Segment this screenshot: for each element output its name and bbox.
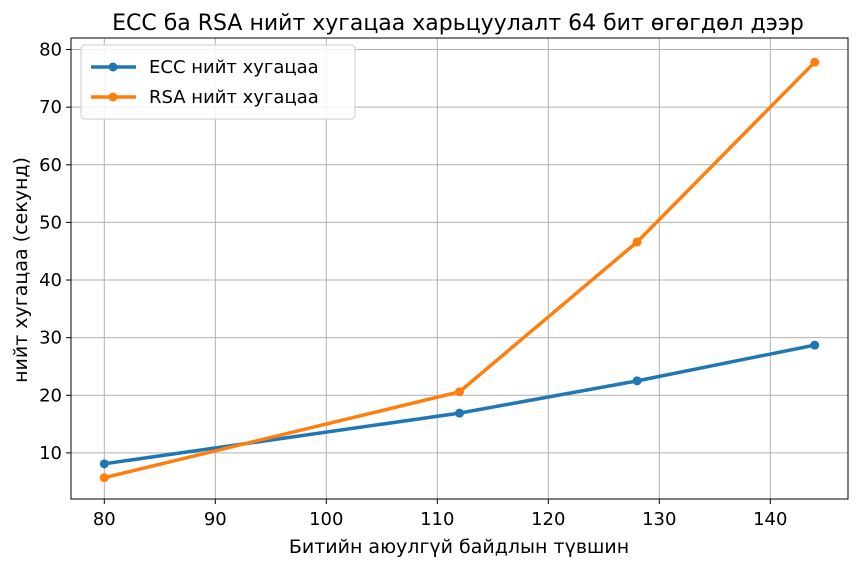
grid [71,38,848,499]
x-axis-label: Битийн аюулгүй байдлын түвшин [289,536,629,558]
y-tick-label: 20 [39,385,62,406]
y-tick-label: 50 [39,212,62,233]
x-tick-label: 80 [93,509,116,530]
data-point-2 [99,473,109,483]
data-point-1 [455,408,464,418]
y-tick-label: 40 [39,270,62,291]
data-point-1 [99,459,109,469]
plot-frame [70,37,849,500]
legend-marker-1 [108,62,118,72]
y-axis-label: нийт хугацаа (секунд) [10,157,32,383]
x-tick-label: 120 [531,509,565,530]
series-layer [99,57,820,483]
x-tick-label: 130 [642,509,676,530]
x-tick-label: 100 [309,509,343,530]
data-point-1 [632,376,642,386]
legend-box [80,44,356,120]
x-tick-label: 140 [753,509,787,530]
legend: ECC нийт хугацаа RSA нийт хугацаа [80,44,356,120]
legend-label-1: ECC нийт хугацаа [149,57,319,78]
data-point-2 [810,57,820,67]
ticks: 80 90 100 110 120 130 140 10 20 30 40 50 60 70 80 [39,40,787,530]
y-tick-label: 10 [39,443,62,464]
y-tick-label: 80 [39,40,62,61]
chart-title: ECC ба RSA нийт хугацаа харьцуулалт 64 б… [112,11,804,36]
data-point-1 [810,340,820,350]
data-point-2 [632,237,642,247]
data-point-2 [455,387,464,397]
x-tick-label: 90 [204,509,227,530]
x-tick-label: 110 [420,509,454,530]
y-tick-label: 60 [39,155,62,176]
legend-marker-2 [108,92,118,102]
y-tick-label: 70 [39,97,62,118]
y-tick-label: 30 [39,328,62,349]
legend-label-2: RSA нийт хугацаа [149,87,319,108]
series-line-2 [103,60,816,480]
series-line-1 [104,343,816,466]
